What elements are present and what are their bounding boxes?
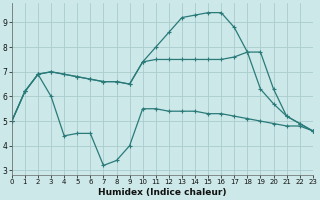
X-axis label: Humidex (Indice chaleur): Humidex (Indice chaleur): [98, 188, 227, 197]
